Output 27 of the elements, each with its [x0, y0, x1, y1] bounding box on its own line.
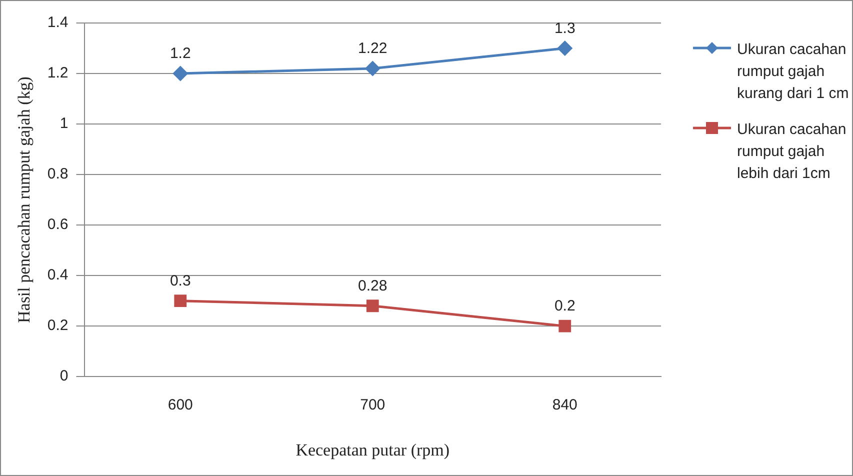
y-tick-label: 1.4: [47, 14, 68, 32]
x-tick-label: 600: [168, 396, 193, 414]
data-label: 0.2: [554, 298, 576, 315]
y-tick-label: 1.2: [47, 64, 68, 82]
x-tick-label: 700: [360, 396, 386, 414]
data-label: 1.22: [358, 40, 388, 58]
x-tick-label: 840: [552, 396, 578, 414]
point: [366, 300, 379, 312]
y-tick-label: 0.6: [47, 216, 68, 234]
point: [558, 41, 572, 56]
y-axis-title: Hasil pencacahan rumput gajah (kg): [14, 76, 34, 324]
y-tick-label: 0: [60, 368, 68, 385]
data-label: 1.2: [170, 45, 191, 62]
point: [173, 66, 188, 81]
point: [365, 61, 380, 76]
y-tick-label: 1: [60, 115, 68, 132]
y-tick-label: 0.8: [47, 166, 68, 183]
y-tick-label: 0.4: [47, 266, 68, 284]
point: [174, 294, 187, 308]
y-tick-label: 0.2: [47, 317, 68, 334]
data-label: 1.3: [554, 20, 576, 37]
legend-label: Ukuran cacahan rumput gajah kurang dari 1 cm: [737, 40, 850, 104]
legend-label: Ukuran cacahan rumput gajah lebih dari 1cm: [737, 120, 848, 184]
data-label: 0.28: [358, 278, 388, 295]
x-axis-title: Kecepatan putar (rpm): [296, 440, 450, 460]
point: [558, 320, 572, 332]
data-label: 0.3: [170, 272, 191, 290]
